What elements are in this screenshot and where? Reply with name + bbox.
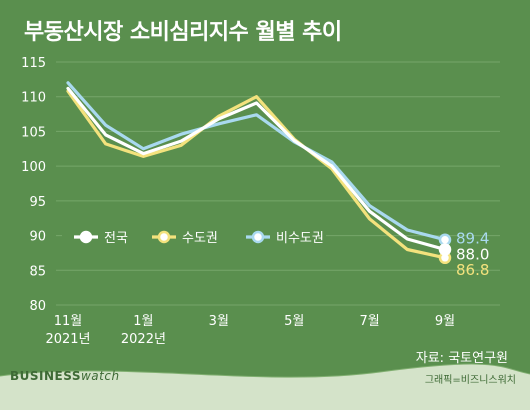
y-tick-label: 100 (21, 160, 46, 175)
x-tick-label: 2022년 (121, 332, 166, 347)
chart-legend: 전국 수도권 비수도권 (62, 222, 326, 252)
legend-swatch-marker (157, 230, 171, 244)
label-layer: 88.086.8 89.4 (456, 230, 489, 279)
end-value-label-capital: 86.8 (456, 261, 489, 279)
end-value-label-non_capital: 89.4 (456, 230, 489, 248)
y-tick-label: 95 (29, 195, 46, 210)
y-tick-label: 90 (29, 230, 46, 245)
y-tick-label: 105 (21, 125, 46, 140)
series-end-point-national (438, 243, 452, 256)
legend-entry-label: 수도권 (182, 231, 218, 246)
y-tick-label: 115 (21, 56, 46, 71)
x-tick-label: 11월 (54, 314, 83, 329)
legend-swatch-marker (79, 230, 93, 244)
legend-entry-label: 비수도권 (276, 231, 324, 246)
legend-swatch-marker (251, 230, 265, 244)
series-line-non_capital (66, 81, 447, 242)
brand-light: watch (80, 369, 120, 383)
series-line-capital (66, 89, 447, 260)
y-tick-label: 110 (21, 91, 46, 106)
grid-layer: 80 85 90 95 100 105 110 115 11월 2021년 1월 2022년 3월 5월 7… (21, 56, 500, 347)
page-title: 부동산시장 소비심리지수 월별 추이 (24, 20, 342, 45)
legend-entry-label: 전국 (104, 231, 128, 246)
graphic-credit: 그래픽=비즈니스워치 (424, 375, 516, 386)
x-tick-label: 9월 (435, 314, 455, 329)
source-note: 자료: 국토연구원 (415, 351, 508, 366)
y-tick-label: 80 (29, 299, 46, 314)
brand-logo: BUSINESSwatch (10, 369, 120, 383)
legend-box (62, 222, 326, 252)
footer-wave (0, 363, 530, 410)
footer: BUSINESSwatch 그래픽=비즈니스워치 (0, 362, 530, 410)
x-tick-label: 7월 (359, 314, 379, 329)
x-tick-label: 5월 (284, 314, 304, 329)
x-tick-label: 2021년 (45, 332, 90, 347)
x-tick-label: 3월 (209, 314, 229, 329)
brand-bold: BUSINESS (10, 369, 81, 383)
series-line-national (66, 86, 447, 252)
end-value-label-national: 88.0 (456, 245, 489, 263)
x-tick-label: 1월 (133, 314, 153, 329)
line-layer (66, 81, 452, 265)
y-tick-label: 85 (29, 264, 46, 279)
